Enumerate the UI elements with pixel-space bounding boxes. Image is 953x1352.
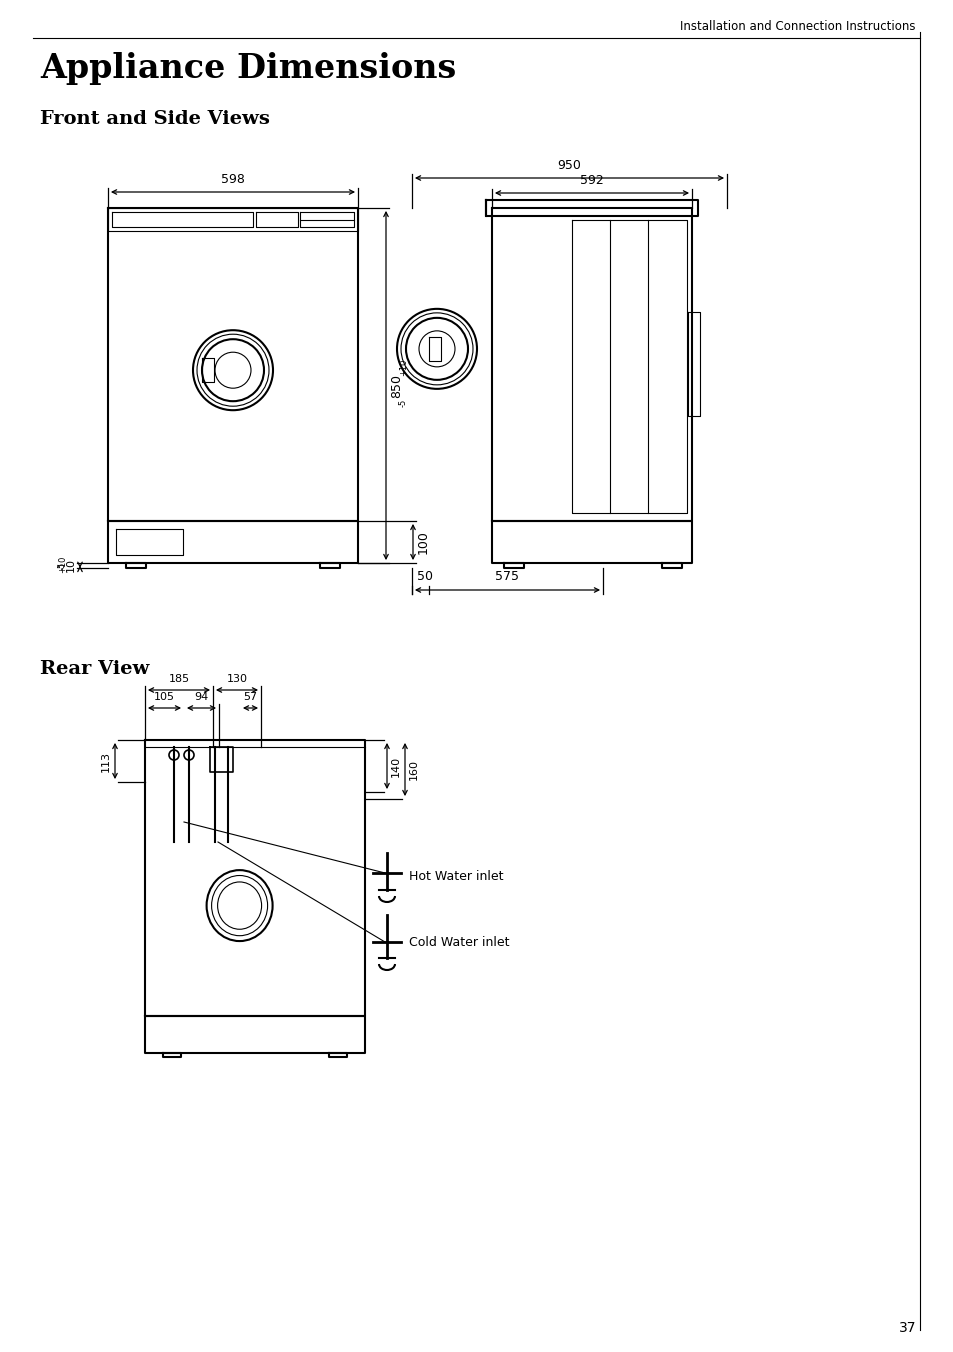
Text: 113: 113 — [101, 750, 111, 772]
Text: 10: 10 — [66, 558, 76, 572]
Text: +10: +10 — [398, 360, 408, 376]
Text: 575: 575 — [495, 571, 519, 583]
Text: 598: 598 — [221, 173, 245, 187]
Text: 850: 850 — [390, 373, 402, 397]
Text: 105: 105 — [153, 692, 174, 702]
Text: Front and Side Views: Front and Side Views — [40, 110, 270, 128]
Text: 950: 950 — [557, 160, 580, 172]
Text: Appliance Dimensions: Appliance Dimensions — [40, 51, 456, 85]
Text: 160: 160 — [409, 758, 418, 780]
Text: Rear View: Rear View — [40, 660, 150, 677]
Text: 130: 130 — [226, 675, 247, 684]
Text: 50: 50 — [416, 571, 433, 583]
Text: -5: -5 — [58, 562, 67, 571]
Text: 185: 185 — [169, 675, 190, 684]
Text: 94: 94 — [194, 692, 209, 702]
Text: 37: 37 — [898, 1321, 915, 1334]
Text: 140: 140 — [391, 756, 400, 776]
Text: 100: 100 — [416, 530, 430, 554]
Text: Installation and Connection Instructions: Installation and Connection Instructions — [679, 20, 915, 32]
Text: 57: 57 — [243, 692, 257, 702]
Text: +10: +10 — [58, 556, 67, 573]
Text: Cold Water inlet: Cold Water inlet — [409, 936, 509, 949]
Text: -5: -5 — [398, 399, 408, 407]
Text: 592: 592 — [579, 174, 603, 187]
Text: Hot Water inlet: Hot Water inlet — [409, 869, 503, 883]
